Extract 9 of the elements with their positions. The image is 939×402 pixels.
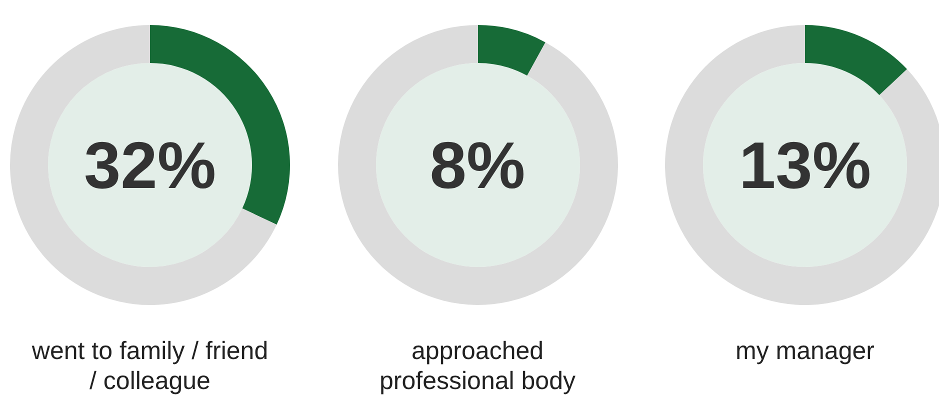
text: went to family / friend / colleague <box>30 336 270 396</box>
donut-slice <box>478 25 545 76</box>
donut-slice <box>338 25 618 305</box>
text: 32% <box>82 127 218 204</box>
text: 13% <box>738 127 872 204</box>
text: 8% <box>428 127 526 204</box>
text: my manager <box>734 336 876 366</box>
donut-slice <box>10 25 277 305</box>
text: approached professional body <box>378 336 576 396</box>
